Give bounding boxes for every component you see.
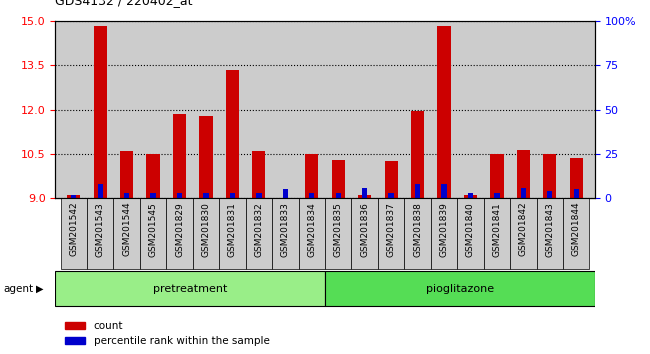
Bar xyxy=(464,195,477,198)
Text: pioglitazone: pioglitazone xyxy=(426,284,494,293)
Bar xyxy=(177,193,182,198)
FancyBboxPatch shape xyxy=(298,198,325,269)
Text: GSM201833: GSM201833 xyxy=(281,202,290,257)
Text: GSM201837: GSM201837 xyxy=(387,202,396,257)
Bar xyxy=(389,193,394,198)
FancyBboxPatch shape xyxy=(114,198,140,269)
Bar xyxy=(332,160,345,198)
Bar xyxy=(411,111,424,198)
Text: GSM201545: GSM201545 xyxy=(149,202,157,257)
Text: GSM201829: GSM201829 xyxy=(175,202,184,257)
FancyBboxPatch shape xyxy=(563,198,590,269)
Bar xyxy=(490,154,504,198)
Text: GSM201543: GSM201543 xyxy=(96,202,105,257)
Bar xyxy=(573,189,579,198)
Bar xyxy=(71,195,77,198)
Bar xyxy=(494,193,500,198)
Text: GSM201840: GSM201840 xyxy=(466,202,475,257)
FancyBboxPatch shape xyxy=(431,198,457,269)
Bar xyxy=(150,193,156,198)
Bar xyxy=(437,26,450,198)
Text: ▶: ▶ xyxy=(36,284,44,293)
Text: GSM201844: GSM201844 xyxy=(572,202,580,256)
Bar xyxy=(309,193,315,198)
FancyBboxPatch shape xyxy=(193,198,219,269)
Bar xyxy=(517,149,530,198)
FancyBboxPatch shape xyxy=(484,198,510,269)
Bar xyxy=(226,70,239,198)
FancyBboxPatch shape xyxy=(219,198,246,269)
Bar xyxy=(468,193,473,198)
FancyBboxPatch shape xyxy=(536,198,563,269)
FancyBboxPatch shape xyxy=(272,198,298,269)
Bar xyxy=(385,161,398,198)
Text: GSM201838: GSM201838 xyxy=(413,202,422,257)
Bar xyxy=(146,154,160,198)
Text: pretreatment: pretreatment xyxy=(153,284,228,293)
Bar xyxy=(335,193,341,198)
Text: GSM201835: GSM201835 xyxy=(333,202,343,257)
FancyBboxPatch shape xyxy=(325,271,595,306)
Bar xyxy=(94,26,107,198)
Text: GSM201843: GSM201843 xyxy=(545,202,554,257)
Text: agent: agent xyxy=(3,284,33,293)
Text: GSM201839: GSM201839 xyxy=(439,202,448,257)
Text: GSM201830: GSM201830 xyxy=(202,202,211,257)
Bar xyxy=(358,195,371,198)
Bar xyxy=(124,193,129,198)
Bar xyxy=(252,151,265,198)
FancyBboxPatch shape xyxy=(55,271,325,306)
Text: GSM201836: GSM201836 xyxy=(360,202,369,257)
Bar xyxy=(441,184,447,198)
Text: GSM201542: GSM201542 xyxy=(70,202,78,256)
FancyBboxPatch shape xyxy=(60,198,87,269)
Bar xyxy=(67,195,81,198)
Bar xyxy=(362,188,367,198)
Text: GDS4132 / 220402_at: GDS4132 / 220402_at xyxy=(55,0,193,7)
FancyBboxPatch shape xyxy=(404,198,431,269)
Legend: count, percentile rank within the sample: count, percentile rank within the sample xyxy=(60,317,274,350)
Bar xyxy=(283,189,288,198)
Bar xyxy=(569,159,583,198)
Bar xyxy=(543,154,556,198)
Bar xyxy=(203,193,209,198)
FancyBboxPatch shape xyxy=(457,198,484,269)
Bar xyxy=(120,151,133,198)
Text: GSM201841: GSM201841 xyxy=(493,202,501,257)
Bar xyxy=(305,154,318,198)
Text: GSM201834: GSM201834 xyxy=(307,202,317,257)
FancyBboxPatch shape xyxy=(166,198,193,269)
Bar xyxy=(230,193,235,198)
FancyBboxPatch shape xyxy=(140,198,166,269)
FancyBboxPatch shape xyxy=(246,198,272,269)
Bar xyxy=(98,184,103,198)
Text: GSM201831: GSM201831 xyxy=(228,202,237,257)
Bar xyxy=(200,116,213,198)
Bar xyxy=(415,184,420,198)
Text: GSM201544: GSM201544 xyxy=(122,202,131,256)
Bar xyxy=(256,193,261,198)
Bar xyxy=(547,191,552,198)
FancyBboxPatch shape xyxy=(378,198,404,269)
FancyBboxPatch shape xyxy=(352,198,378,269)
Text: GSM201842: GSM201842 xyxy=(519,202,528,256)
FancyBboxPatch shape xyxy=(325,198,352,269)
FancyBboxPatch shape xyxy=(87,198,114,269)
Bar xyxy=(173,114,186,198)
FancyBboxPatch shape xyxy=(510,198,536,269)
Bar xyxy=(521,188,526,198)
Text: GSM201832: GSM201832 xyxy=(254,202,263,257)
